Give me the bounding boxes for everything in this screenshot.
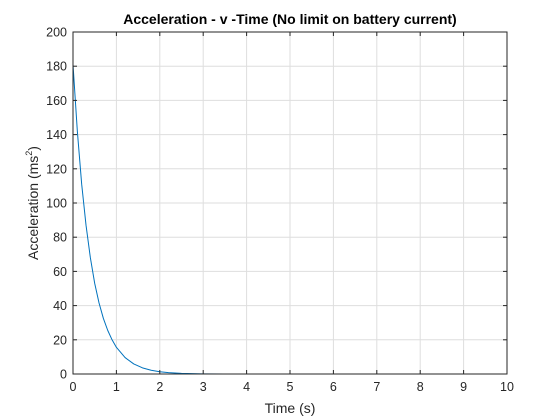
x-tick-label: 7 [373, 380, 380, 394]
y-tick-label: 100 [46, 197, 67, 211]
x-tick-label: 5 [287, 380, 294, 394]
y-axis-label-base: Acceleration (ms [25, 156, 41, 260]
y-axis-label: Acceleration (ms2) [24, 146, 41, 260]
x-axis-label: Time (s) [265, 400, 316, 416]
y-axis-label-close: ) [25, 146, 41, 151]
x-tick-labels: 0 1 2 3 4 5 6 7 8 9 10 [70, 380, 514, 394]
x-tick-label: 2 [156, 380, 163, 394]
x-tick-label: 0 [70, 380, 77, 394]
y-tick-labels: 0 20 40 60 80 100 120 140 160 180 200 [46, 26, 67, 382]
y-tick-label: 120 [46, 162, 67, 176]
y-tick-label: 60 [53, 265, 67, 279]
y-tick-label: 0 [60, 368, 67, 382]
x-tick-label: 10 [500, 380, 514, 394]
x-tick-label: 1 [113, 380, 120, 394]
ticks [72, 31, 508, 375]
y-axis-label-sup: 2 [24, 151, 34, 156]
y-tick-label: 140 [46, 128, 67, 142]
x-tick-label: 4 [243, 380, 250, 394]
x-tick-label: 8 [417, 380, 424, 394]
x-tick-label: 3 [200, 380, 207, 394]
chart-title: Acceleration - v -Time (No limit on batt… [123, 11, 456, 27]
x-tick-label: 6 [330, 380, 337, 394]
y-tick-label: 180 [46, 60, 67, 74]
y-tick-label: 80 [53, 231, 67, 245]
x-tick-label: 9 [460, 380, 467, 394]
y-tick-label: 200 [46, 26, 67, 40]
y-tick-label: 20 [53, 333, 67, 347]
y-tick-label: 40 [53, 299, 67, 313]
y-tick-label: 160 [46, 94, 67, 108]
